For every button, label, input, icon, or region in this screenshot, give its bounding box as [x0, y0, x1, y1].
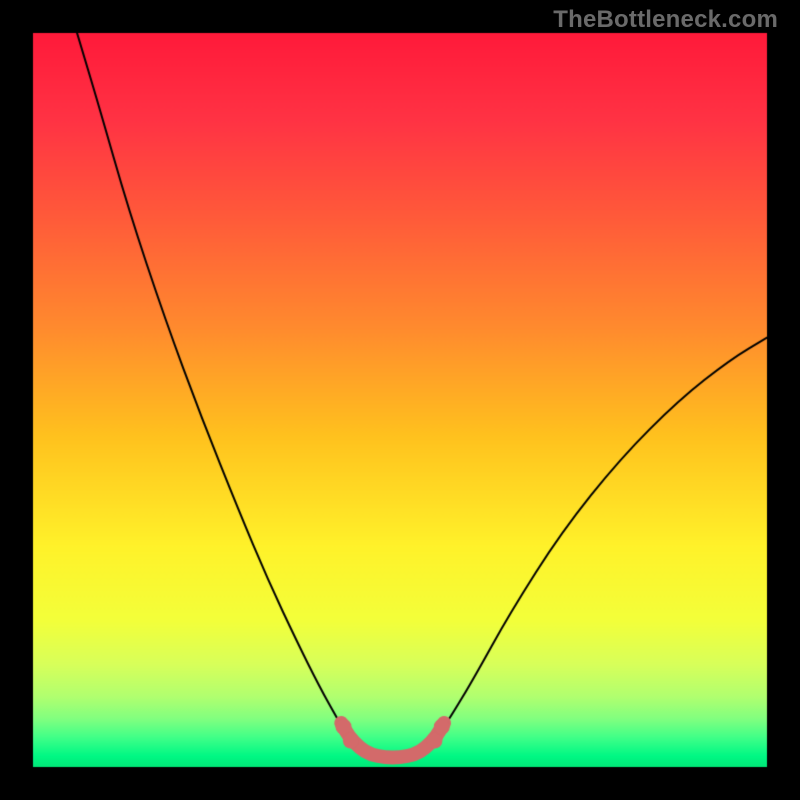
chart-stage: TheBottleneck.com [0, 0, 800, 800]
watermark-text: TheBottleneck.com [553, 6, 778, 34]
bottleneck-curve-chart [0, 0, 800, 800]
